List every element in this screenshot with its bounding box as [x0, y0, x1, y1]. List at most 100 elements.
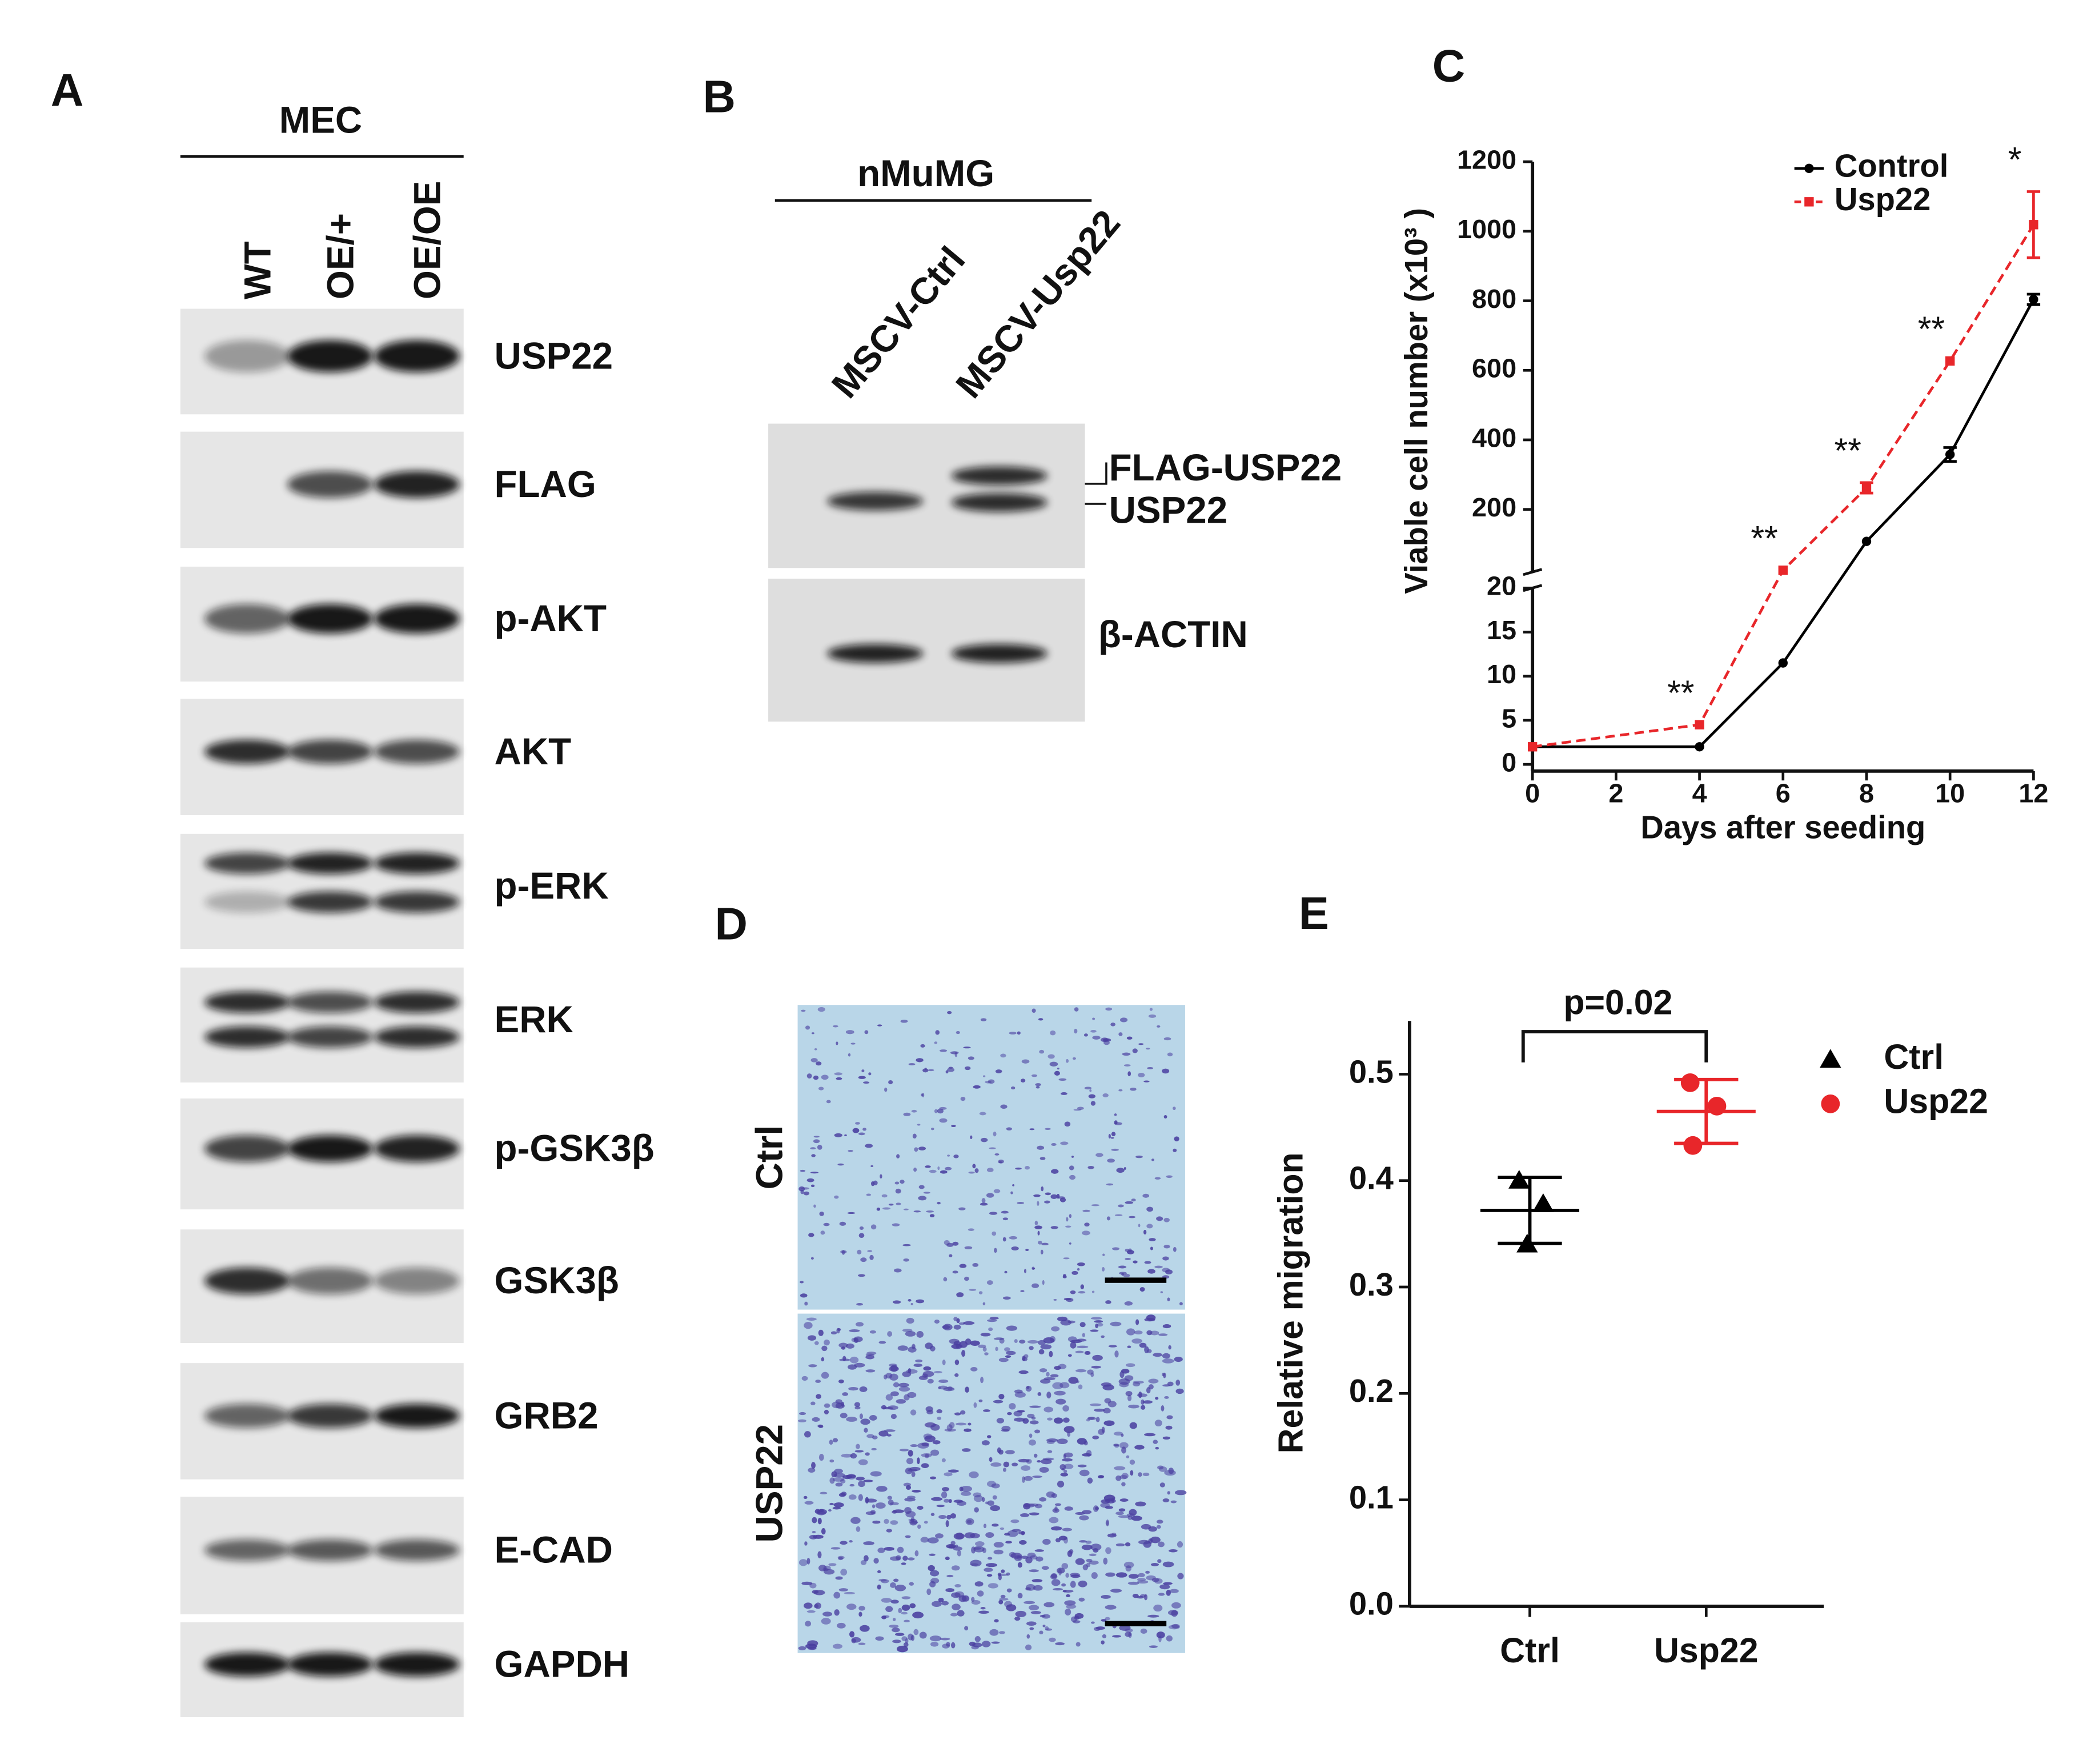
cell [1090, 1029, 1097, 1033]
cell [1125, 1542, 1131, 1547]
cell [1102, 1267, 1105, 1272]
cell [1040, 1344, 1052, 1350]
cell [813, 1534, 824, 1539]
cell [1029, 1346, 1034, 1350]
cell [1091, 1572, 1098, 1579]
cell [986, 1435, 992, 1438]
cell [1040, 1378, 1051, 1384]
cell [928, 1069, 934, 1072]
cell [1162, 1324, 1171, 1329]
cell [983, 1409, 990, 1412]
cell [851, 1637, 861, 1643]
cell [907, 1392, 917, 1398]
cell [1156, 1216, 1163, 1221]
cell [1061, 1583, 1066, 1587]
cell [922, 1093, 925, 1098]
cell [903, 1208, 909, 1210]
cell [832, 1643, 842, 1649]
cell [968, 1422, 972, 1426]
cell [929, 1581, 936, 1587]
cell [1066, 1217, 1069, 1222]
cell [836, 1077, 842, 1080]
cell [938, 1386, 941, 1390]
cell [930, 1346, 936, 1352]
cell [829, 1440, 833, 1445]
cell [1046, 1392, 1051, 1399]
cell [812, 1590, 819, 1594]
cell [1037, 1230, 1040, 1236]
cell [998, 1574, 1002, 1581]
band [827, 491, 924, 511]
cell [901, 1604, 910, 1611]
cell [1029, 1405, 1041, 1408]
cell [1045, 1192, 1051, 1196]
cell [854, 1362, 865, 1368]
cell [1132, 1048, 1138, 1053]
cell [1019, 1540, 1027, 1545]
cell [1020, 1079, 1026, 1083]
cell [894, 1585, 906, 1591]
cell [999, 1598, 1009, 1601]
cell [1119, 1498, 1129, 1502]
x-tick-label: 8 [1859, 778, 1874, 808]
cell [817, 1007, 825, 1012]
cell [811, 1032, 814, 1035]
cell [830, 1547, 841, 1550]
p-value: p=0.02 [1563, 983, 1672, 1021]
cell [968, 1171, 975, 1174]
cell [1110, 1321, 1122, 1326]
legend-marker [1821, 1094, 1840, 1113]
cell [978, 1399, 983, 1402]
cell [1130, 1087, 1137, 1091]
cell [930, 1642, 939, 1647]
cell [1126, 1455, 1130, 1458]
cell [1084, 1222, 1090, 1227]
cell [863, 1480, 873, 1482]
cell [1042, 1280, 1045, 1285]
cell [1034, 1504, 1042, 1509]
cell [896, 1399, 906, 1404]
panel-letter: E [1299, 888, 1329, 939]
cell [1034, 1549, 1044, 1552]
cell [877, 1547, 885, 1553]
cell [1101, 1640, 1105, 1645]
cell [1092, 1436, 1099, 1440]
cell [828, 1509, 832, 1512]
cell [900, 1020, 908, 1023]
cell [901, 1562, 906, 1565]
cell [872, 1435, 878, 1440]
cell [1158, 1333, 1168, 1336]
cell [912, 1133, 917, 1139]
cell [918, 1196, 927, 1201]
cell [1047, 1417, 1053, 1421]
cell [985, 1563, 997, 1567]
cell [873, 1180, 878, 1185]
cell [980, 1202, 988, 1206]
cell [1119, 1442, 1129, 1449]
cell [1051, 1326, 1060, 1332]
cell [1110, 1023, 1115, 1027]
cell [984, 1567, 993, 1572]
cell [1029, 1569, 1039, 1573]
cell [1050, 1574, 1058, 1579]
cell [854, 1450, 864, 1453]
cell [812, 1517, 817, 1524]
cell [1017, 1031, 1021, 1035]
cell [985, 1501, 989, 1505]
cell [978, 1610, 989, 1614]
cell [1131, 1198, 1136, 1202]
cell [820, 1230, 825, 1235]
cell [946, 1574, 954, 1578]
cell [865, 1498, 877, 1503]
cell [1018, 1531, 1025, 1535]
cell [824, 1409, 829, 1415]
cell [917, 1124, 921, 1126]
cell [996, 1418, 1005, 1424]
cell [1046, 1372, 1050, 1377]
cell [1071, 1270, 1078, 1275]
cell [1162, 1353, 1170, 1359]
cell [1049, 1061, 1058, 1067]
cell [1149, 1238, 1156, 1241]
cell [1082, 1333, 1085, 1337]
cell [938, 1597, 944, 1602]
